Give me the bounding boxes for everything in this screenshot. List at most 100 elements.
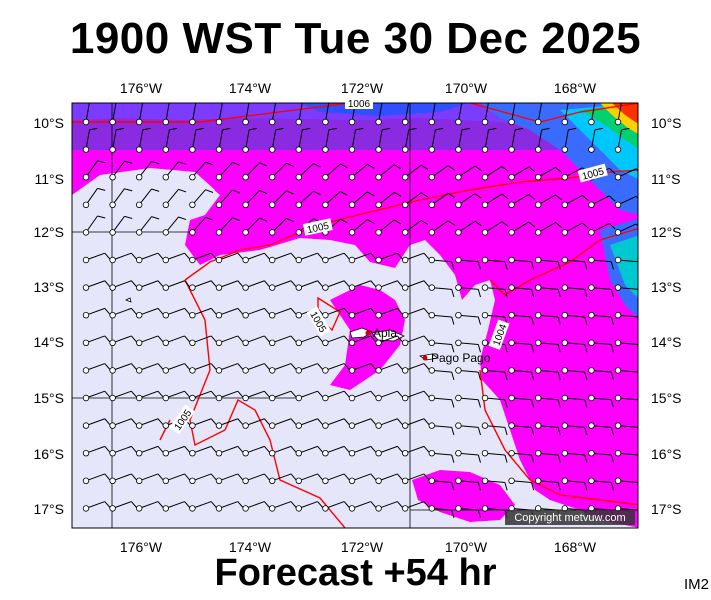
wind-station — [269, 367, 276, 374]
lat-ticks-right: 10°S 11°S 12°S 13°S 14°S 15°S 16°S 17°S — [651, 115, 682, 517]
wind-barb — [165, 216, 179, 233]
wind-barb-flag — [451, 316, 455, 325]
wind-station — [189, 339, 196, 346]
wind-barb — [431, 369, 452, 373]
wind-barb — [564, 259, 585, 263]
wind-station — [295, 256, 302, 264]
wind-barb-flag — [610, 372, 614, 380]
wind-barb — [458, 220, 476, 233]
wind-station — [162, 256, 169, 264]
wind-barb-flag — [124, 215, 133, 219]
lat-tick: 13°S — [33, 279, 64, 295]
wind-barb-flag — [608, 195, 616, 202]
wind-station — [614, 284, 622, 291]
wind-barb — [511, 314, 532, 318]
wind-station — [508, 422, 515, 429]
wind-station — [561, 256, 568, 264]
wind-barb — [511, 103, 516, 123]
wind-barb-flag — [184, 308, 191, 315]
lon-ticks-bottom: 176°W 174°W 172°W 170°W 168°W — [120, 539, 597, 555]
wind-station — [561, 118, 568, 126]
wind-barb-flag — [557, 344, 561, 353]
wind-barb-flag — [610, 289, 614, 298]
wind-station — [295, 312, 302, 319]
wind-barb-flag — [232, 217, 241, 222]
wind-barb — [590, 103, 596, 123]
wind-station — [402, 118, 409, 126]
wind-barb-flag — [555, 194, 563, 201]
wind-barb-flag — [397, 252, 403, 260]
wind-station — [189, 118, 196, 126]
wind-barb-flag — [477, 510, 481, 518]
wind-barb-flag — [157, 363, 164, 370]
wind-barb — [85, 103, 90, 123]
wind-barb-flag — [557, 454, 561, 463]
wind-barb — [538, 314, 559, 318]
lat-tick: 14°S — [33, 334, 64, 350]
wind-barb-flag — [157, 390, 164, 398]
wind-barb — [85, 390, 105, 399]
wind-barb — [431, 342, 452, 346]
lon-ticks-top: 176°W 174°W 172°W 170°W 168°W — [120, 80, 597, 96]
wind-station — [535, 173, 542, 181]
forecast-label: Forecast +54 hr — [214, 552, 497, 594]
wind-station — [82, 450, 90, 457]
wind-station — [481, 256, 489, 264]
wind-station — [162, 173, 169, 181]
wind-station — [535, 229, 542, 236]
wind-barb-flag — [264, 335, 270, 343]
wind-station — [375, 422, 382, 429]
wind-barb — [298, 252, 318, 261]
wind-barb — [165, 103, 170, 123]
wind-station — [348, 173, 356, 181]
wind-barb — [112, 307, 132, 316]
lat-tick: 12°S — [651, 224, 682, 240]
wind-barb — [298, 190, 314, 206]
wind-barb — [591, 397, 612, 401]
wind-barb-flag — [290, 308, 297, 315]
wind-station — [455, 367, 462, 374]
wind-station — [348, 118, 356, 126]
wind-station — [375, 367, 382, 374]
wind-barb — [192, 216, 206, 233]
isobar-label: 1005 — [306, 221, 330, 236]
wind-barb — [538, 425, 559, 428]
wind-barb-flag — [557, 427, 561, 436]
wind-barb-flag — [423, 473, 430, 481]
wind-barb-flag — [178, 161, 187, 165]
wind-barb-flag — [531, 289, 535, 298]
wind-barb-flag — [393, 219, 402, 225]
wind-station — [269, 284, 276, 291]
wind-barb — [112, 501, 132, 509]
wind-station — [375, 201, 382, 208]
wind-barb-flag — [594, 127, 603, 131]
wind-barb-flag — [367, 191, 375, 197]
wind-barb — [564, 452, 585, 456]
wind-barb-flag — [423, 252, 430, 260]
wind-station — [535, 118, 542, 126]
wind-barb — [192, 161, 206, 178]
wind-station — [135, 256, 143, 264]
wind-barb-flag — [423, 335, 430, 343]
wind-barb — [325, 418, 345, 427]
wind-barb-flag — [477, 316, 481, 325]
wind-barb-flag — [131, 473, 137, 481]
wind-barb — [511, 287, 532, 290]
wind-barb — [191, 129, 197, 150]
wind-station — [135, 394, 143, 402]
wind-barb-flag — [237, 501, 244, 508]
wind-barb-flag — [222, 127, 231, 131]
wind-barb — [405, 473, 425, 482]
wind-station — [481, 422, 489, 429]
wind-barb — [351, 191, 368, 206]
wind-station — [109, 229, 116, 236]
wind-barb — [431, 314, 452, 318]
wind-barb — [484, 259, 505, 263]
wind-barb-flag — [423, 446, 430, 453]
wind-barb — [192, 307, 212, 316]
wind-station — [322, 477, 329, 484]
wind-barb-flag — [451, 372, 455, 380]
wind-barb-flag — [313, 163, 321, 168]
wind-station — [614, 146, 622, 153]
wind-station — [135, 505, 143, 512]
